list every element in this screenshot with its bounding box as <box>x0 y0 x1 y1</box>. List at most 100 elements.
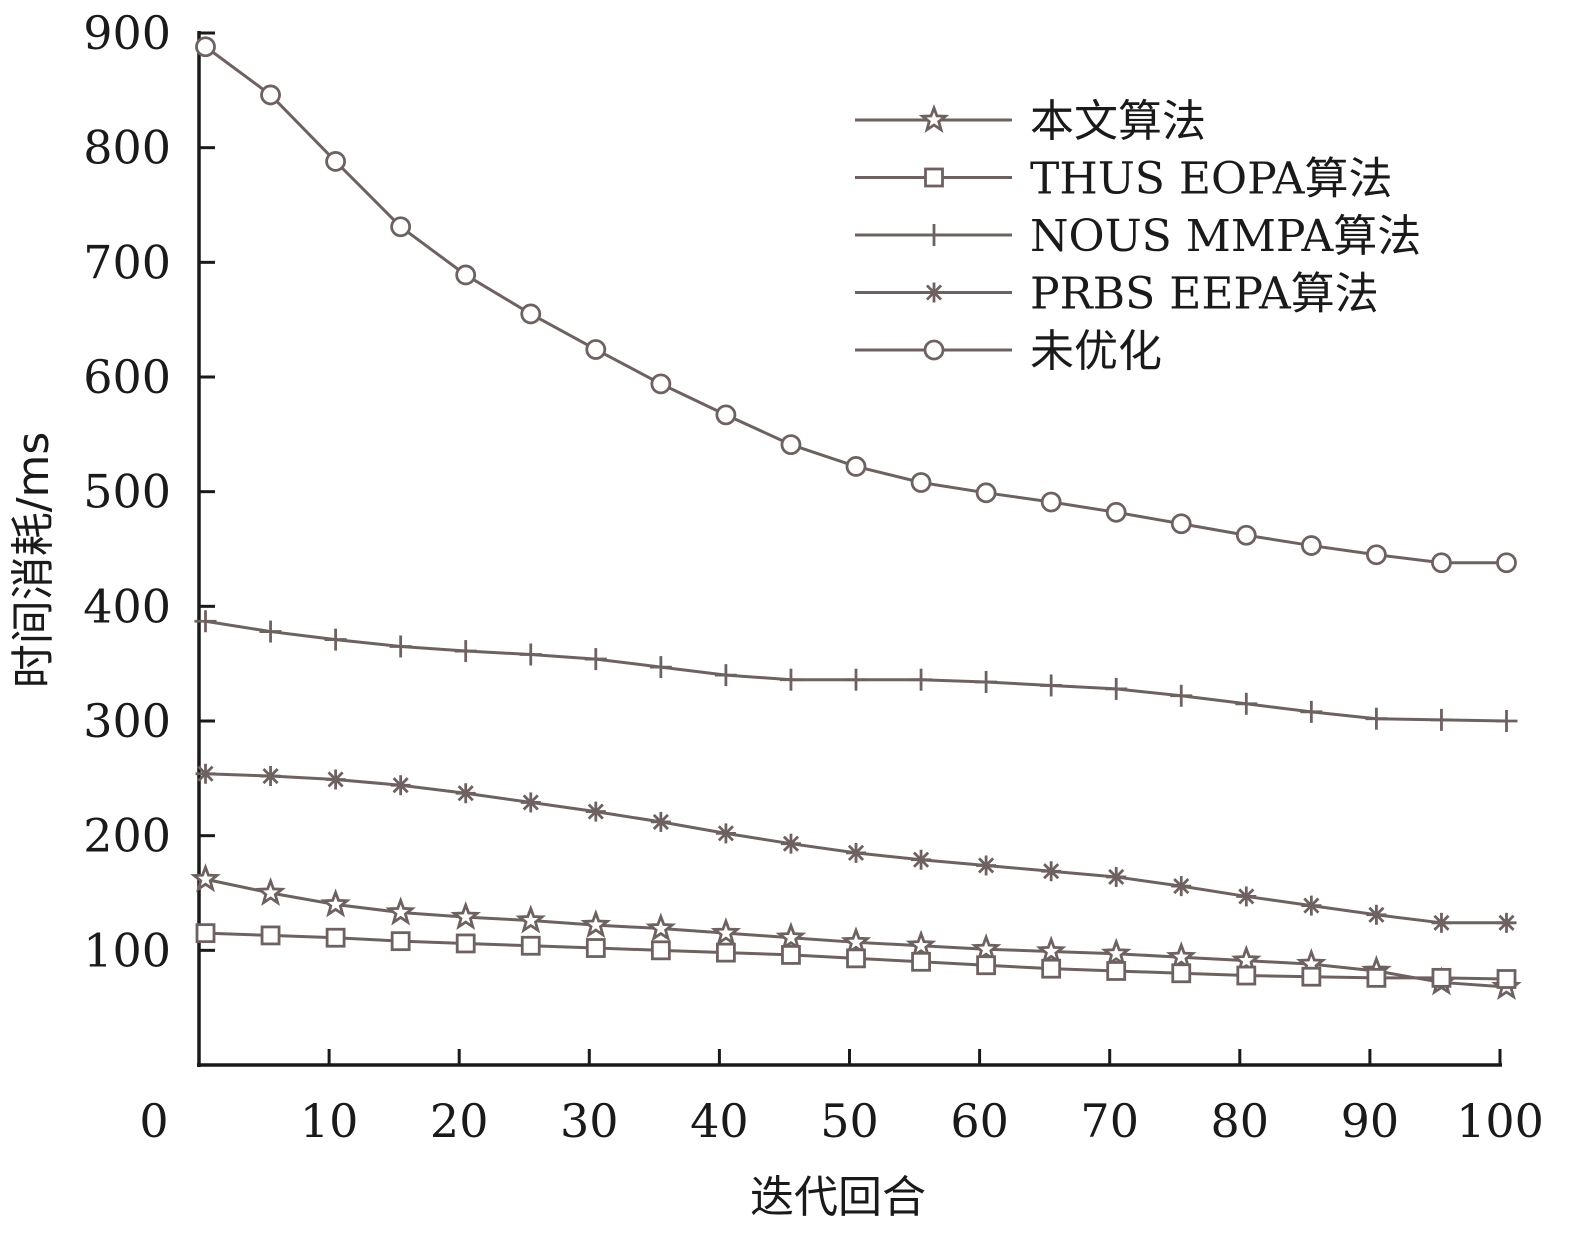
data-point <box>190 863 221 893</box>
x-tick-label: 40 <box>690 1094 749 1148</box>
circle-marker-shape <box>975 482 997 504</box>
data-point <box>520 303 542 325</box>
data-point <box>780 833 801 854</box>
star-marker-shape <box>918 103 950 133</box>
circle-marker-shape <box>1170 513 1192 535</box>
star-marker-shape <box>905 929 937 959</box>
data-point <box>715 823 736 844</box>
data-point <box>325 927 346 948</box>
circle-marker-shape <box>910 472 932 493</box>
data-point <box>1430 708 1453 731</box>
square-marker-shape <box>520 935 541 956</box>
asterisk-marker-spoke <box>978 857 995 874</box>
x-tick-label: 10 <box>300 1094 359 1148</box>
data-point <box>710 917 742 947</box>
data-point <box>455 264 477 286</box>
circle-marker-shape <box>1496 552 1517 574</box>
data-point <box>585 801 606 822</box>
legend-item: 本文算法 <box>855 96 1206 147</box>
asterisk-marker-spoke <box>327 771 344 788</box>
series-1 <box>190 863 1522 1000</box>
data-point <box>716 942 736 963</box>
asterisk-marker-spoke <box>1498 914 1515 931</box>
data-point <box>195 763 216 784</box>
y-tick-label: 800 <box>83 121 171 175</box>
data-point <box>1366 904 1387 925</box>
star-marker-shape <box>580 909 612 939</box>
data-point <box>1431 912 1452 933</box>
square-marker-shape <box>195 923 216 944</box>
y-axis-title: 时间消耗/ms <box>8 432 59 689</box>
data-point <box>455 933 476 954</box>
data-point <box>910 472 932 493</box>
y-tick-label: 100 <box>83 923 171 977</box>
circle-marker-shape <box>455 264 477 286</box>
data-point <box>1496 552 1517 574</box>
data-point <box>389 635 412 658</box>
data-point <box>1300 535 1322 556</box>
data-point <box>976 955 997 976</box>
asterisk-marker-spoke <box>457 785 474 802</box>
data-point <box>1040 491 1062 513</box>
data-point <box>840 926 872 956</box>
circle-marker-shape <box>390 216 412 238</box>
data-point <box>390 775 411 796</box>
data-point <box>910 668 933 691</box>
data-point <box>454 640 477 663</box>
asterisk-marker-spoke <box>587 803 604 820</box>
asterisk-marker-spoke <box>925 284 943 301</box>
data-point <box>780 434 802 456</box>
legend-item: 未优化 <box>855 326 1162 377</box>
data-point <box>1431 967 1452 988</box>
data-point <box>1041 958 1062 979</box>
data-point <box>320 888 351 918</box>
star-marker-shape <box>255 876 286 906</box>
data-point <box>260 925 281 946</box>
data-point <box>325 151 347 172</box>
square-marker-shape <box>1171 963 1192 984</box>
data-point <box>520 935 541 956</box>
data-point <box>911 951 931 972</box>
data-point <box>325 769 346 790</box>
data-point <box>1235 692 1258 715</box>
data-point <box>775 921 807 951</box>
data-point <box>1106 866 1127 887</box>
square-marker-shape <box>455 933 476 954</box>
circle-marker-shape <box>1300 535 1322 556</box>
asterisk-marker-spoke <box>652 813 669 830</box>
data-point <box>260 84 281 106</box>
square-marker-shape <box>924 167 944 188</box>
data-point <box>194 610 217 633</box>
data-point <box>1496 969 1517 989</box>
circle-marker-shape <box>260 84 281 106</box>
circle-marker-shape <box>1040 491 1062 513</box>
circle-marker-shape <box>195 36 216 58</box>
data-point <box>1236 965 1257 986</box>
asterisk-marker-spoke <box>392 777 409 794</box>
data-point <box>905 929 937 959</box>
data-point <box>1105 677 1128 700</box>
asterisk-marker-spoke <box>522 794 539 811</box>
circle-marker-shape <box>585 339 607 360</box>
data-point <box>585 938 606 958</box>
data-point <box>1171 876 1192 897</box>
square-marker-shape <box>1236 965 1257 986</box>
data-point <box>645 912 677 942</box>
asterisk-marker-spoke <box>262 767 279 785</box>
star-marker-shape <box>710 917 742 947</box>
legend-label: THUS EOPA算法 <box>1030 154 1392 205</box>
asterisk-marker-spoke <box>782 835 800 852</box>
data-point <box>715 404 737 426</box>
legend-label: PRBS EEPA算法 <box>1030 269 1379 320</box>
star-marker-shape <box>385 896 416 926</box>
series-layer <box>190 36 1522 1000</box>
circle-marker-shape <box>715 404 737 426</box>
x-axis-title: 迭代回合 <box>750 1172 926 1223</box>
ticks: 100 200 300 400 500 600 700 800 900 0 10 20 30 40 50 60… <box>83 6 1544 1148</box>
data-point <box>1496 912 1517 933</box>
data-point <box>1366 544 1387 566</box>
circle-marker-shape <box>845 456 867 477</box>
star-marker-shape <box>1231 944 1262 974</box>
legend-item: THUS EOPA算法 <box>855 154 1392 205</box>
